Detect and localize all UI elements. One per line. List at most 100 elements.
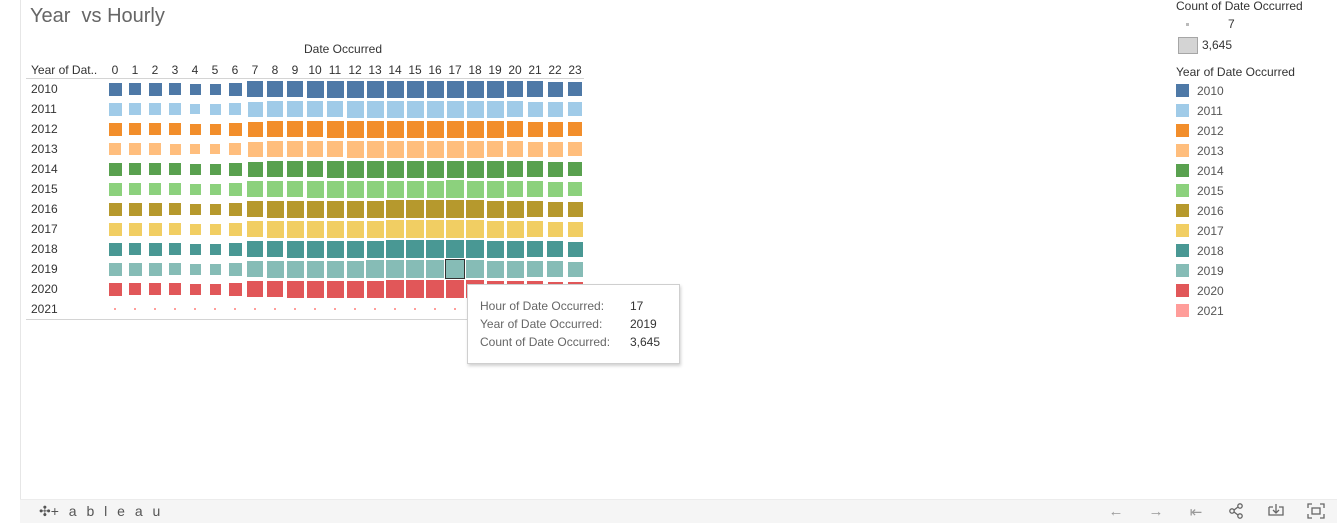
heatmap-cell-2016-22[interactable] [547, 201, 563, 217]
heatmap-cell-2012-16[interactable] [426, 120, 444, 138]
heatmap-cell-2019-15[interactable] [406, 260, 424, 278]
heatmap-cell-2020-2[interactable] [149, 283, 161, 295]
heatmap-cell-2013-7[interactable] [247, 141, 263, 157]
heatmap-cell-2012-2[interactable] [149, 123, 161, 135]
heatmap-cell-2016-7[interactable] [247, 201, 263, 217]
heatmap-cell-2019-8[interactable] [266, 260, 284, 278]
heatmap-cell-2014-9[interactable] [287, 161, 303, 177]
heatmap-cell-2012-11[interactable] [326, 120, 344, 138]
heatmap-cell-2019-18[interactable] [466, 260, 484, 278]
heatmap-cell-2011-15[interactable] [406, 100, 424, 118]
heatmap-cell-2010-16[interactable] [426, 80, 444, 98]
heatmap-cell-2017-12[interactable] [346, 220, 364, 238]
heatmap-cell-2011-11[interactable] [327, 101, 343, 117]
heatmap-cell-2010-14[interactable] [386, 80, 404, 98]
heatmap-cell-2011-13[interactable] [366, 100, 384, 118]
heatmap-cell-2014-0[interactable] [108, 162, 122, 176]
heatmap-cell-2019-0[interactable] [108, 262, 122, 276]
revert-icon[interactable]: ⇤ [1189, 504, 1203, 521]
heatmap-cell-2010-1[interactable] [129, 83, 141, 95]
heatmap-cell-2015-10[interactable] [306, 180, 324, 198]
heatmap-cell-2010-12[interactable] [346, 80, 364, 98]
heatmap-cell-2021-14[interactable] [394, 308, 396, 310]
heatmap-cell-2011-8[interactable] [267, 101, 283, 117]
heatmap-cell-2015-7[interactable] [247, 181, 263, 197]
heatmap-cell-2021-11[interactable] [334, 308, 336, 310]
heatmap-cell-2010-20[interactable] [507, 81, 523, 97]
heatmap-cell-2014-7[interactable] [247, 161, 263, 177]
heatmap-cell-2016-21[interactable] [527, 201, 543, 217]
heatmap-cell-2016-18[interactable] [466, 200, 484, 218]
heatmap-cell-2017-8[interactable] [266, 220, 284, 238]
heatmap-cell-2017-4[interactable] [189, 223, 201, 235]
heatmap-cell-2018-20[interactable] [506, 240, 524, 258]
heatmap-cell-2012-15[interactable] [406, 120, 424, 138]
heatmap-cell-2014-10[interactable] [307, 161, 323, 177]
heatmap-cell-2017-14[interactable] [386, 220, 404, 238]
heatmap-cell-2011-23[interactable] [568, 102, 582, 116]
heatmap-cell-2016-16[interactable] [426, 200, 444, 218]
heatmap-cell-2014-5[interactable] [209, 163, 221, 175]
heatmap-cell-2019-21[interactable] [527, 261, 543, 277]
heatmap-cell-2011-4[interactable] [190, 104, 200, 114]
heatmap-cell-2010-21[interactable] [527, 81, 543, 97]
heatmap-cell-2012-7[interactable] [247, 121, 263, 137]
heatmap-cell-2013-9[interactable] [287, 141, 303, 157]
heatmap-cell-2016-12[interactable] [346, 200, 364, 218]
heatmap-cell-2019-23[interactable] [567, 261, 583, 277]
fullscreen-icon[interactable] [1306, 503, 1326, 523]
heatmap-cell-2017-3[interactable] [169, 223, 181, 235]
heatmap-cell-2013-10[interactable] [307, 141, 323, 157]
heatmap-cell-2018-22[interactable] [547, 241, 563, 257]
heatmap-cell-2021-6[interactable] [234, 308, 236, 310]
heatmap-cell-2017-6[interactable] [228, 222, 242, 236]
heatmap-cell-2013-13[interactable] [366, 140, 384, 158]
heatmap-cell-2010-23[interactable] [568, 82, 582, 96]
heatmap-cell-2021-2[interactable] [154, 308, 156, 310]
heatmap-cell-2012-21[interactable] [527, 121, 543, 137]
heatmap-cell-2019-17[interactable] [445, 259, 465, 279]
heatmap-cell-2017-5[interactable] [209, 223, 221, 235]
heatmap-cell-2012-10[interactable] [307, 121, 323, 137]
heatmap-cell-2010-7[interactable] [247, 81, 263, 97]
heatmap-cell-2017-18[interactable] [466, 220, 484, 238]
heatmap-cell-2017-13[interactable] [366, 220, 384, 238]
heatmap-cell-2016-19[interactable] [486, 200, 504, 218]
heatmap-cell-2017-22[interactable] [547, 221, 563, 237]
heatmap-cell-2019-7[interactable] [247, 261, 263, 277]
heatmap-cell-2011-16[interactable] [426, 100, 444, 118]
heatmap-cell-2013-11[interactable] [327, 141, 343, 157]
heatmap-cell-2011-17[interactable] [446, 100, 464, 118]
heatmap-cell-2020-15[interactable] [406, 280, 424, 298]
heatmap-cell-2012-13[interactable] [366, 120, 384, 138]
heatmap-cell-2015-17[interactable] [446, 180, 464, 198]
heatmap-cell-2020-11[interactable] [326, 280, 344, 298]
heatmap-cell-2018-9[interactable] [286, 240, 304, 258]
heatmap-cell-2011-6[interactable] [229, 103, 241, 115]
heatmap-cell-2016-15[interactable] [406, 200, 424, 218]
heatmap-cell-2016-11[interactable] [326, 200, 344, 218]
heatmap-cell-2010-18[interactable] [466, 80, 484, 98]
heatmap-cell-2017-20[interactable] [506, 220, 524, 238]
heatmap-cell-2017-15[interactable] [406, 220, 424, 238]
heatmap-cell-2015-0[interactable] [108, 182, 122, 196]
heatmap-cell-2014-22[interactable] [547, 161, 563, 177]
heatmap-cell-2020-13[interactable] [366, 280, 384, 298]
heatmap-cell-2010-0[interactable] [108, 82, 122, 96]
heatmap-cell-2014-11[interactable] [326, 160, 344, 178]
heatmap-cell-2014-15[interactable] [406, 160, 424, 178]
heatmap-cell-2013-14[interactable] [386, 140, 404, 158]
heatmap-cell-2011-18[interactable] [466, 100, 484, 118]
heatmap-cell-2015-2[interactable] [149, 183, 161, 195]
heatmap-cell-2019-4[interactable] [189, 263, 201, 275]
heatmap-cell-2013-22[interactable] [547, 141, 563, 157]
heatmap-cell-2018-1[interactable] [129, 243, 141, 255]
heatmap-cell-2012-20[interactable] [507, 121, 523, 137]
heatmap-cell-2014-6[interactable] [228, 162, 242, 176]
heatmap-cell-2020-12[interactable] [346, 280, 364, 298]
heatmap-cell-2013-6[interactable] [229, 143, 241, 155]
heatmap-cell-2017-7[interactable] [247, 221, 263, 237]
heatmap-cell-2018-8[interactable] [267, 241, 283, 257]
heatmap-cell-2018-15[interactable] [406, 240, 424, 258]
heatmap-cell-2012-0[interactable] [108, 122, 122, 136]
